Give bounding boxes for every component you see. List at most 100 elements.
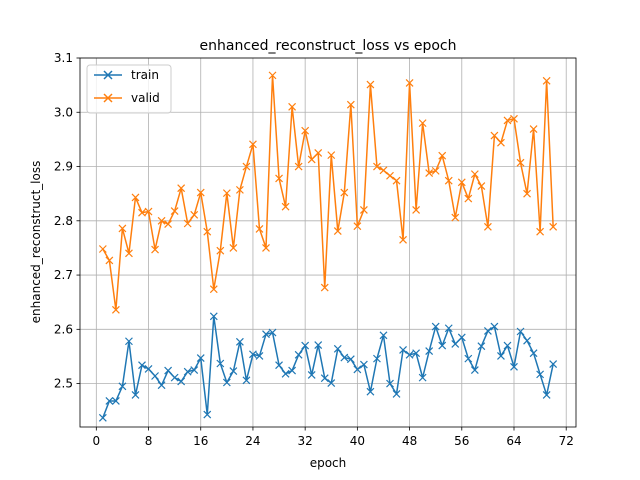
data-point-train — [164, 366, 173, 375]
plot-area — [80, 58, 576, 427]
data-point-valid — [536, 227, 545, 236]
chart-title: enhanced_reconstruct_loss vs epoch — [200, 38, 457, 54]
data-point-train — [105, 397, 114, 405]
series-layer — [98, 71, 558, 422]
data-point-train — [457, 333, 466, 342]
data-point-train — [255, 351, 264, 360]
data-point-train — [209, 312, 218, 321]
y-tick-label: 2.5 — [54, 377, 73, 391]
x-axis: 0 8 16 24 32 40 48 56 64 72 — [92, 427, 574, 448]
x-tick-label: 48 — [402, 434, 417, 448]
data-point-valid — [392, 176, 401, 185]
data-point-train — [523, 336, 531, 345]
x-tick-label: 72 — [559, 434, 574, 448]
legend: train valid — [86, 64, 172, 114]
data-point-valid — [399, 235, 407, 244]
data-point-train — [281, 369, 290, 378]
data-point-train — [131, 391, 140, 399]
data-point-valid — [125, 249, 133, 258]
data-point-valid — [483, 222, 492, 231]
data-point-valid — [209, 285, 218, 294]
data-point-valid — [196, 188, 205, 197]
data-point-train — [333, 344, 342, 353]
data-point-valid — [386, 171, 394, 180]
x-axis-title: epoch — [310, 456, 347, 470]
data-point-train — [327, 379, 336, 387]
data-point-valid — [333, 227, 342, 236]
data-point-valid — [549, 222, 558, 231]
data-point-valid — [542, 76, 551, 85]
data-point-train — [190, 366, 199, 374]
data-point-train — [216, 359, 225, 368]
data-point-train — [444, 324, 453, 333]
data-point-train — [405, 350, 414, 359]
data-point-valid — [444, 176, 453, 185]
y-axis: 2.5 2.6 2.7 2.8 2.9 3.0 3.1 — [54, 51, 80, 391]
data-point-train — [242, 376, 251, 385]
x-tick-label: 64 — [506, 434, 521, 448]
data-point-valid — [170, 207, 179, 215]
data-point-valid — [183, 219, 192, 228]
data-point-train — [412, 349, 421, 358]
data-point-train — [470, 366, 479, 374]
data-point-valid — [470, 170, 479, 179]
data-point-train — [340, 353, 349, 362]
data-point-valid — [294, 162, 303, 171]
y-tick-label: 3.1 — [54, 51, 73, 65]
y-axis-title: enhanced_reconstruct_loss — [29, 161, 43, 324]
data-point-valid — [249, 140, 257, 149]
series-line-valid — [102, 74, 554, 311]
data-point-train — [359, 360, 368, 369]
data-point-train — [235, 337, 244, 346]
data-point-train — [431, 322, 440, 331]
x-tick-label: 56 — [454, 434, 469, 448]
data-point-train — [536, 370, 545, 379]
data-point-train — [262, 330, 270, 339]
plot-frame — [79, 57, 577, 428]
data-point-train — [386, 379, 394, 388]
legend-label-valid: valid — [131, 91, 160, 105]
data-point-train — [418, 373, 427, 382]
data-point-valid — [288, 102, 297, 111]
data-point-valid — [379, 166, 388, 175]
data-point-train — [98, 413, 107, 422]
legend-marker-valid — [103, 93, 113, 103]
data-point-valid — [366, 80, 375, 89]
data-point-valid — [314, 149, 323, 157]
data-point-train — [118, 382, 127, 391]
y-tick-label: 2.6 — [54, 322, 73, 336]
data-point-valid — [301, 126, 310, 135]
legend-label-train: train — [131, 68, 159, 82]
data-point-train — [151, 372, 159, 380]
data-point-valid — [105, 256, 114, 265]
data-point-train — [203, 410, 212, 419]
data-point-valid — [144, 207, 153, 216]
data-point-train — [497, 351, 505, 360]
data-point-valid — [235, 185, 244, 194]
data-point-train — [177, 377, 186, 386]
data-point-valid — [118, 224, 127, 233]
data-point-train — [268, 328, 277, 337]
data-point-train — [510, 362, 518, 371]
data-point-valid — [438, 151, 447, 160]
data-point-valid — [490, 131, 499, 140]
data-point-valid — [503, 116, 512, 125]
data-point-valid — [307, 155, 316, 164]
data-point-valid — [451, 213, 460, 222]
data-point-train — [549, 360, 558, 368]
data-point-train — [529, 349, 538, 358]
data-point-valid — [457, 178, 466, 187]
data-point-valid — [373, 162, 381, 171]
data-point-valid — [229, 244, 238, 252]
data-point-valid — [111, 305, 120, 314]
data-point-train — [170, 373, 179, 382]
data-point-train — [157, 381, 166, 390]
data-point-train — [111, 397, 120, 405]
data-point-valid — [281, 202, 290, 211]
data-point-valid — [98, 245, 107, 253]
data-point-train — [490, 322, 499, 331]
data-point-train — [366, 387, 375, 396]
data-point-train — [301, 341, 310, 350]
data-point-train — [294, 350, 303, 359]
